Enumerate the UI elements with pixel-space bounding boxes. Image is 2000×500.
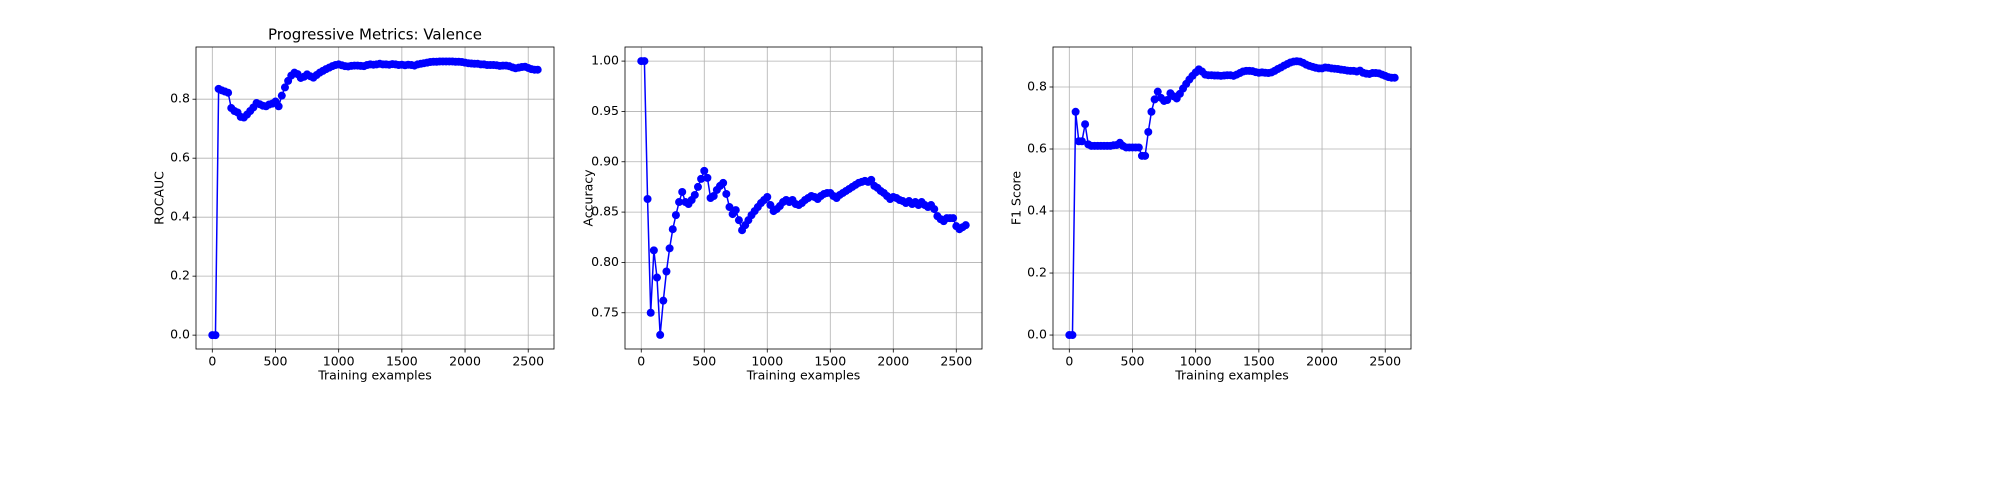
marker	[763, 192, 772, 201]
y-axis-label: ROCAUC	[152, 171, 167, 225]
y-tick-label: 0.6	[170, 150, 190, 165]
y-tick-label: 0.8	[1027, 78, 1047, 93]
x-tick-label: 0	[1065, 354, 1073, 369]
y-tick-label: 0.85	[591, 204, 619, 219]
axes-frame	[1052, 46, 1412, 350]
y-tick-label: 0.75	[591, 304, 619, 319]
marker	[693, 182, 702, 191]
marker	[656, 330, 665, 339]
x-tick-label: 2500	[1369, 354, 1401, 369]
x-tick-label: 1500	[1243, 354, 1275, 369]
marker	[646, 308, 655, 317]
marker	[211, 331, 220, 340]
x-tick-label: 2000	[449, 354, 481, 369]
y-tick-label: 0.6	[1027, 141, 1047, 156]
x-tick-label: 1500	[814, 354, 846, 369]
marker	[1071, 107, 1080, 116]
marker	[1134, 143, 1143, 152]
marker	[731, 206, 740, 215]
marker	[700, 166, 709, 175]
marker	[671, 211, 680, 220]
x-axis-label: Training examples	[746, 368, 861, 383]
marker	[665, 244, 674, 253]
x-axis-label: Training examples	[1174, 368, 1289, 383]
x-tick-label: 2000	[877, 354, 909, 369]
chart-title: Progressive Metrics: Valence	[268, 26, 482, 44]
y-tick-label: 0.2	[1027, 265, 1047, 280]
y-tick-label: 0.4	[1027, 203, 1047, 218]
marker	[1153, 87, 1162, 96]
marker	[1144, 127, 1153, 136]
marker	[675, 198, 684, 207]
x-tick-label: 1000	[751, 354, 783, 369]
marker	[1077, 137, 1086, 146]
axes-frame	[195, 46, 555, 350]
marker	[1150, 95, 1159, 104]
marker	[867, 175, 876, 184]
y-tick-label: 0.8	[170, 91, 190, 106]
marker	[1147, 107, 1156, 116]
y-tick-label: 0.2	[170, 268, 190, 283]
axes-frame	[624, 46, 983, 350]
marker	[659, 296, 668, 305]
series-line	[1069, 60, 1395, 336]
x-axis-label: Training examples	[317, 368, 432, 383]
x-tick-label: 1000	[323, 354, 355, 369]
y-tick-label: 0.80	[591, 254, 619, 269]
y-axis-label: Accuracy	[581, 169, 596, 227]
x-tick-label: 2500	[940, 354, 972, 369]
x-tick-label: 2500	[512, 354, 544, 369]
y-tick-label: 0.90	[591, 153, 619, 168]
marker	[949, 214, 958, 223]
x-tick-label: 0	[637, 354, 645, 369]
marker	[1390, 73, 1399, 82]
x-tick-label: 2000	[1306, 354, 1338, 369]
marker	[662, 267, 671, 276]
marker	[725, 203, 734, 212]
marker	[224, 88, 233, 97]
marker	[1068, 331, 1077, 340]
marker	[961, 221, 970, 230]
marker	[734, 216, 743, 225]
y-tick-label: 0.95	[591, 103, 619, 118]
marker	[649, 246, 658, 255]
marker	[653, 273, 662, 282]
marker	[722, 189, 731, 198]
marker	[709, 191, 718, 200]
marker	[697, 174, 706, 183]
x-tick-label: 1000	[1180, 354, 1212, 369]
y-tick-label: 1.00	[591, 53, 619, 68]
y-tick-label: 0.4	[170, 209, 190, 224]
x-tick-label: 500	[692, 354, 716, 369]
y-axis-label: F1 Score	[1009, 171, 1024, 225]
marker	[640, 57, 649, 66]
y-tick-label: 0.0	[170, 327, 190, 342]
marker	[277, 91, 286, 100]
marker	[280, 83, 289, 92]
marker	[703, 173, 712, 182]
marker	[930, 205, 939, 214]
x-tick-label: 1500	[386, 354, 418, 369]
marker	[274, 102, 283, 111]
marker	[668, 225, 677, 234]
x-tick-label: 500	[264, 354, 288, 369]
x-tick-label: 500	[1121, 354, 1145, 369]
marker	[643, 195, 652, 204]
y-tick-label: 0.0	[1027, 327, 1047, 342]
marker	[678, 187, 687, 196]
marker	[1163, 96, 1172, 105]
marker	[1141, 151, 1150, 160]
marker	[1081, 120, 1090, 129]
marker	[766, 201, 775, 210]
x-tick-label: 0	[208, 354, 216, 369]
marker	[533, 65, 542, 74]
marker	[690, 190, 699, 199]
marker	[719, 178, 728, 187]
